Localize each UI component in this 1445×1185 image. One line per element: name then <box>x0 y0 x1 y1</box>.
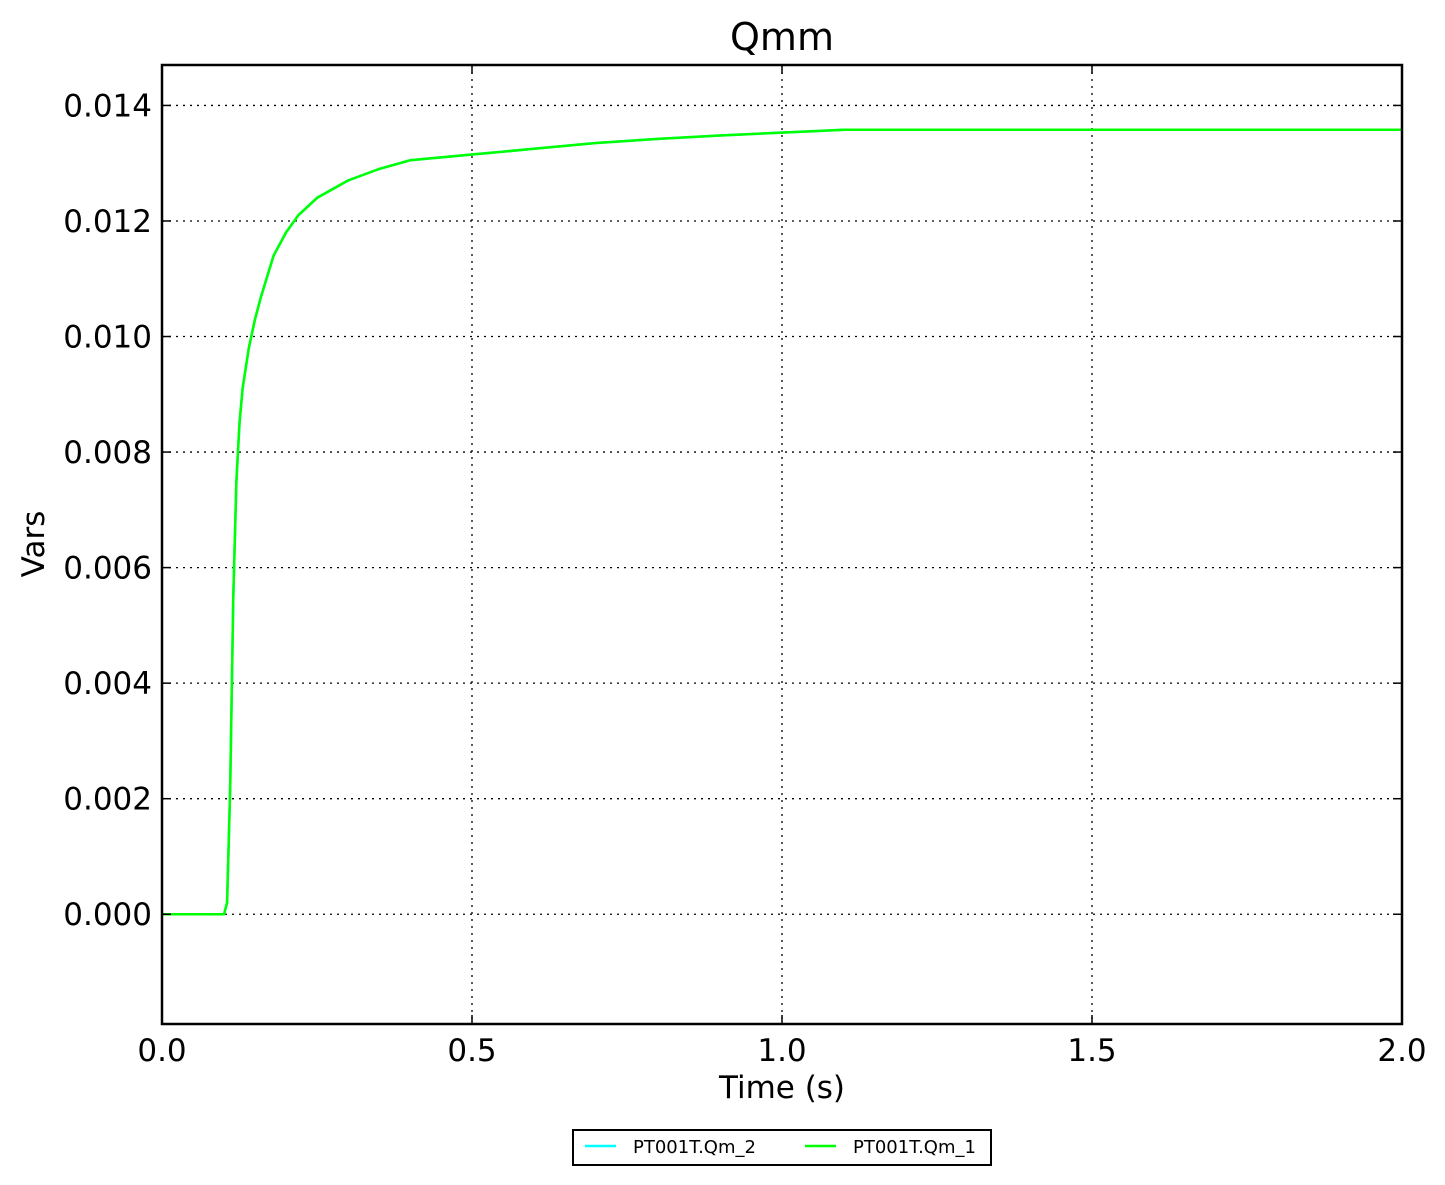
x-tick-label: 1.0 <box>757 1033 806 1069</box>
y-tick-label: 0.008 <box>63 435 152 471</box>
y-tick-label: 0.002 <box>63 782 152 818</box>
x-axis-title: Time (s) <box>718 1070 845 1106</box>
y-tick-label: 0.006 <box>63 551 152 587</box>
y-axis-title: Vars <box>16 511 52 578</box>
series-line-pt001t-qm-1 <box>162 128 1402 916</box>
x-tick-label: 2.0 <box>1377 1033 1426 1069</box>
y-tick-label: 0.012 <box>63 204 152 240</box>
y-tick-label: 0.004 <box>63 666 152 702</box>
ticks: 0.0 0.5 1.0 1.5 2.0 0.000 0.002 0.004 0.006 0.008… <box>63 65 1427 1069</box>
legend-label-qm-1: PT001T.Qm_1 <box>853 1137 976 1158</box>
y-tick-label: 0.014 <box>63 88 152 124</box>
legend: PT001T.Qm_2 PT001T.Qm_1 <box>572 1129 992 1166</box>
legend-label-qm-2: PT001T.Qm_2 <box>633 1137 756 1158</box>
grid <box>162 65 1402 1024</box>
legend-box <box>572 1129 992 1166</box>
series-layer <box>162 128 1402 916</box>
y-tick-label: 0.010 <box>63 320 152 356</box>
y-tick-label: 0.000 <box>63 897 152 933</box>
chart-title: Qmm <box>730 15 834 59</box>
plot-area-frame <box>160 63 1404 1026</box>
x-tick-label: 1.5 <box>1067 1033 1116 1069</box>
x-tick-label: 0.0 <box>137 1033 186 1069</box>
x-tick-label: 0.5 <box>447 1033 496 1069</box>
